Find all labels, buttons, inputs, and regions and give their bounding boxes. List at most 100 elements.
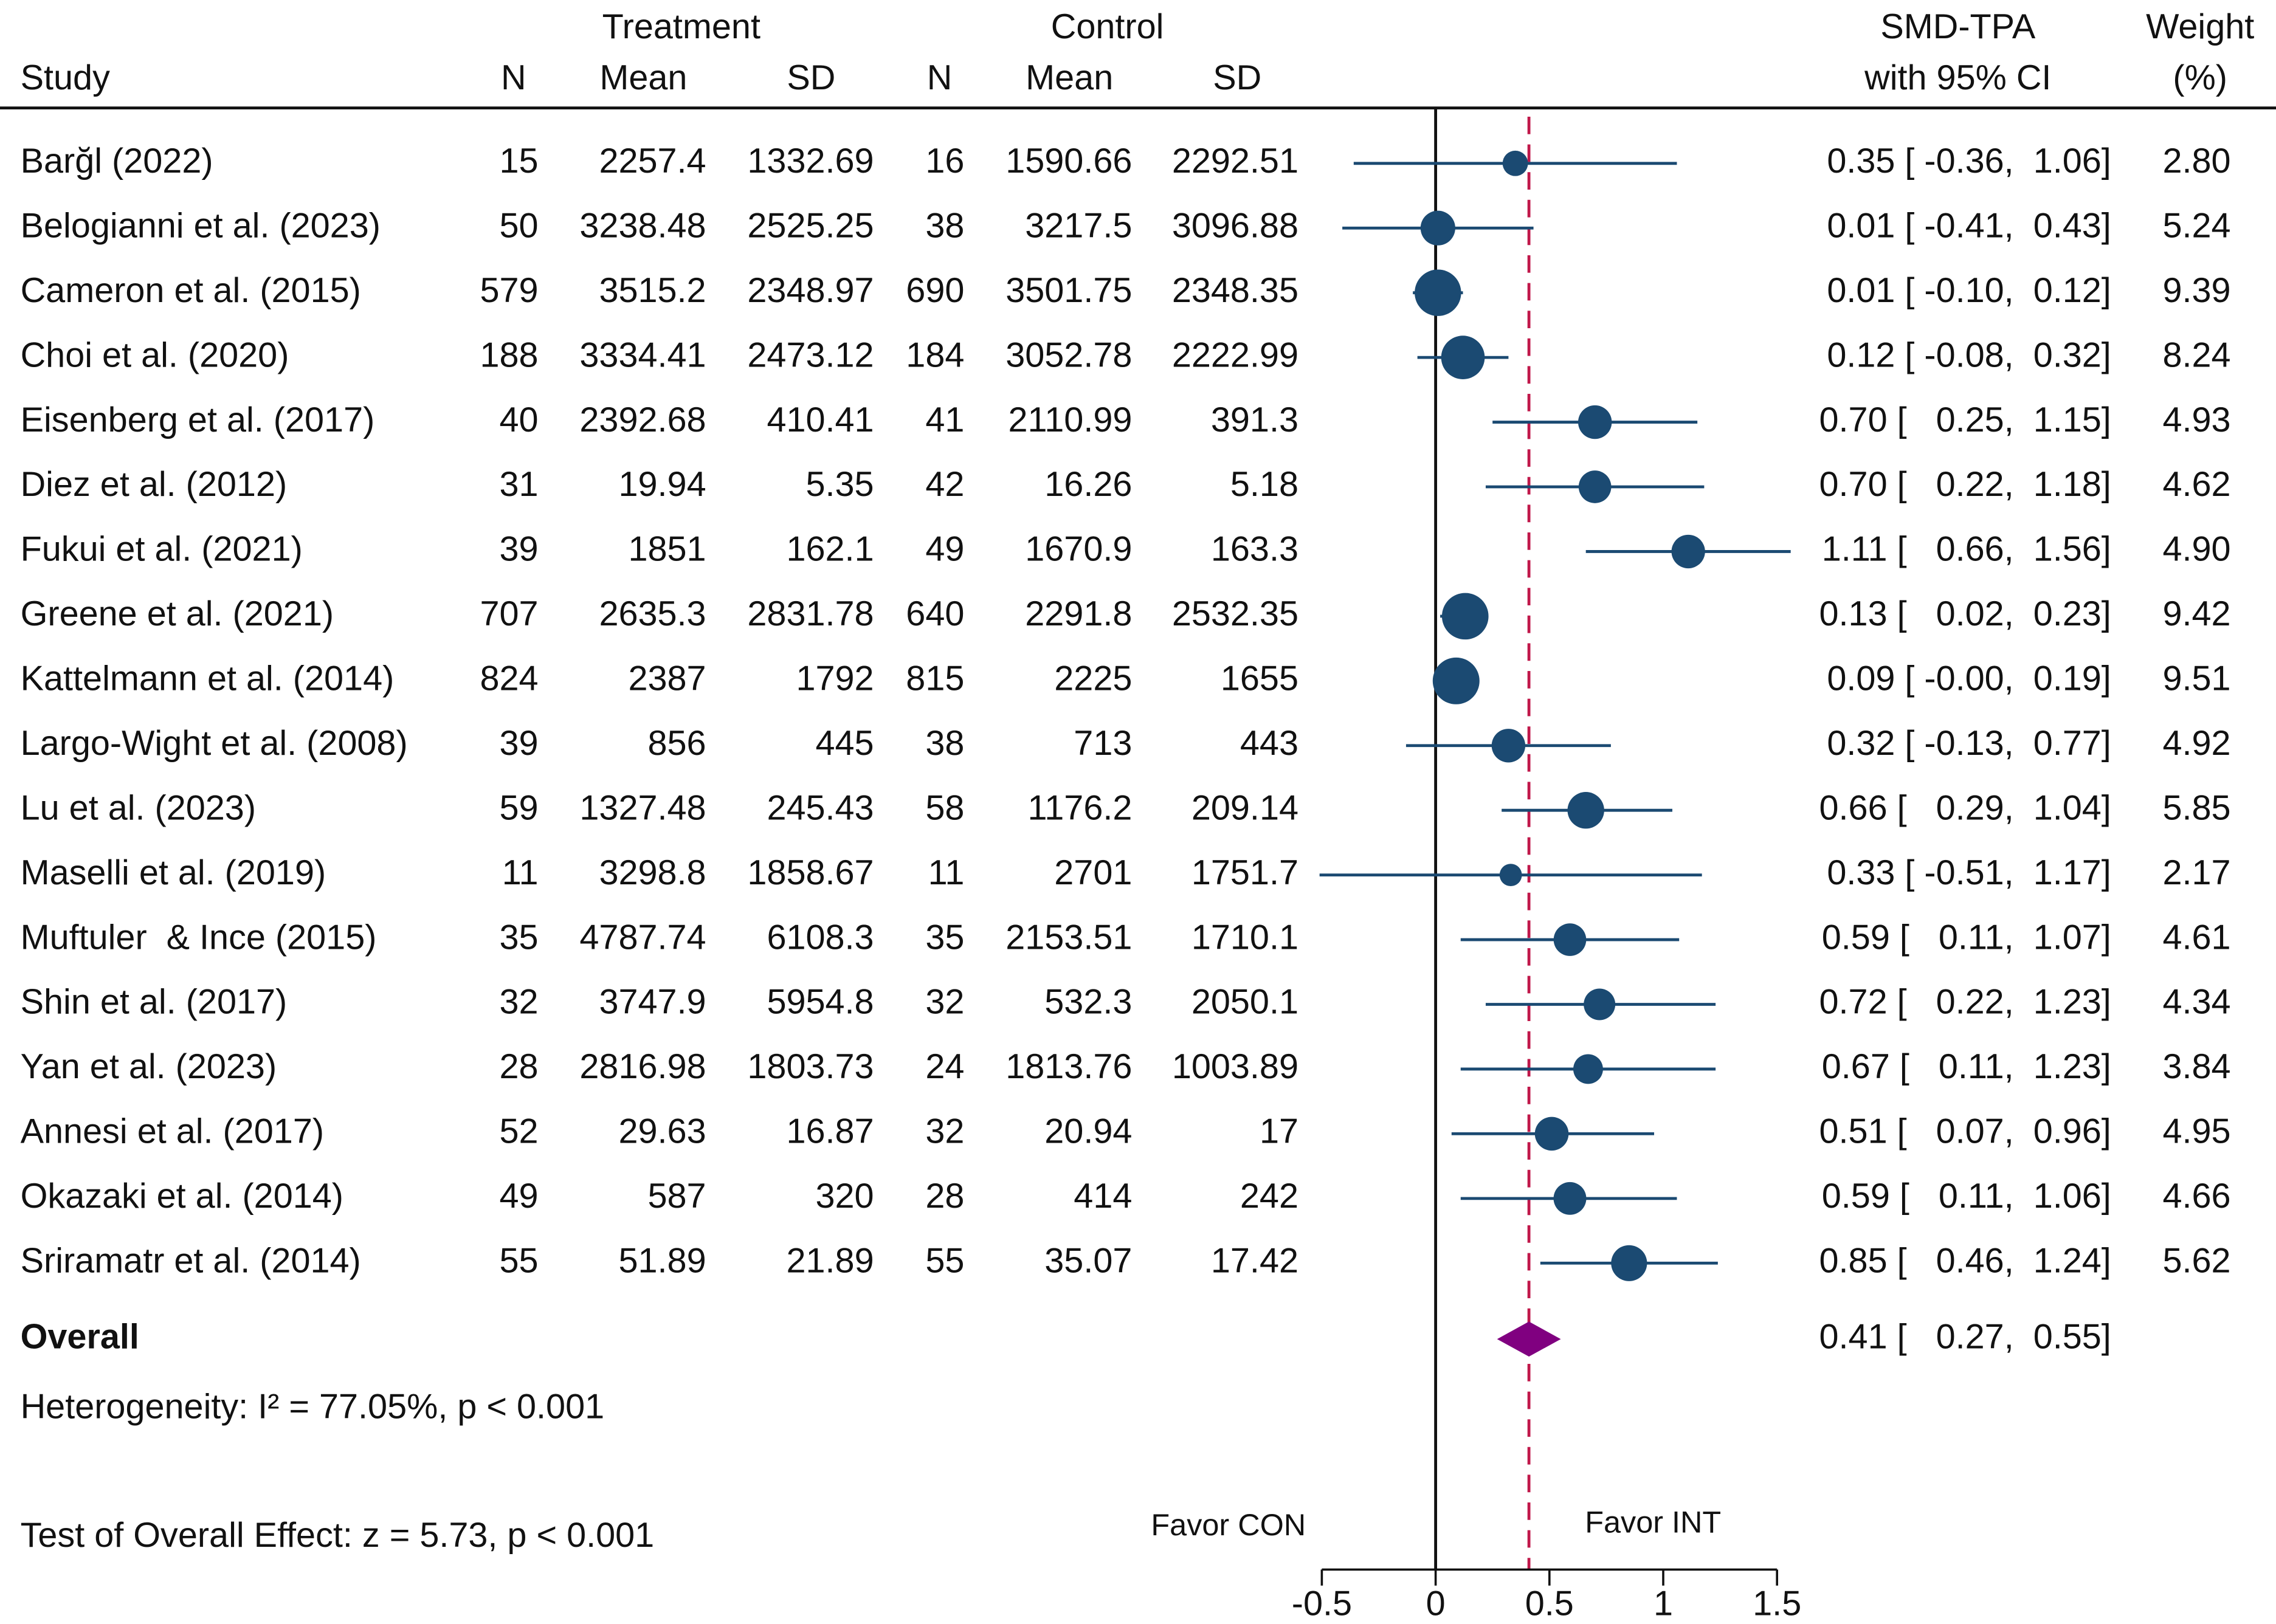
table-cell: 3334.41 — [579, 335, 706, 374]
table-cell: 707 — [480, 594, 539, 633]
table-cell: 40 — [500, 401, 539, 439]
effect-header: with 95% CI — [1864, 58, 2051, 97]
table-cell: 2831.78 — [747, 594, 874, 633]
ci-text: 0.70 [ 0.25, 1.15] — [1819, 401, 2111, 439]
overall-diamond — [1497, 1321, 1561, 1357]
study-name: Cameron et al. (2015) — [21, 271, 361, 310]
study-name: Annesi et al. (2017) — [21, 1112, 324, 1151]
x-tick-label: 0.5 — [1525, 1584, 1574, 1623]
study-name: Muftuler & Ince (2015) — [21, 918, 377, 957]
table-cell: 17.42 — [1211, 1241, 1298, 1280]
table-cell: 162.1 — [786, 530, 874, 569]
table-cell: 16.87 — [786, 1112, 874, 1151]
table-cell: 20.94 — [1044, 1112, 1132, 1151]
table-cell: 2292.51 — [1172, 142, 1298, 181]
ci-text: 0.51 [ 0.07, 0.96] — [1819, 1112, 2111, 1151]
ci-text: 0.72 [ 0.22, 1.23] — [1819, 983, 2111, 1022]
table-cell: 184 — [906, 335, 964, 374]
x-tick-label: 0 — [1426, 1584, 1446, 1623]
table-cell: 3238.48 — [579, 206, 706, 245]
study-name: Okazaki et al. (2014) — [21, 1177, 343, 1216]
weight-label: 8.24 — [2162, 335, 2230, 374]
x-tick-label: 1 — [1654, 1584, 1673, 1623]
weight-label: 2.80 — [2162, 142, 2230, 181]
weight-label: 9.39 — [2162, 271, 2230, 310]
study-name: Eisenberg et al. (2017) — [21, 401, 375, 439]
study-name: Fukui et al. (2021) — [21, 530, 303, 569]
effect-point — [1584, 988, 1616, 1020]
table-cell: 59 — [500, 788, 539, 827]
table-cell: 52 — [500, 1112, 539, 1151]
study-name: Greene et al. (2021) — [21, 594, 334, 633]
study-name: Sriramatr et al. (2014) — [21, 1241, 361, 1280]
weight-label: 4.90 — [2162, 530, 2230, 569]
table-cell: 824 — [480, 659, 539, 698]
table-cell: 1176.2 — [1028, 788, 1133, 827]
table-cell: 1327.48 — [579, 788, 706, 827]
weight-label: 4.62 — [2162, 465, 2230, 504]
table-cell: 3501.75 — [1005, 271, 1132, 310]
effect-point — [1420, 210, 1455, 246]
weight-label: 4.93 — [2162, 401, 2230, 439]
table-cell: 579 — [480, 271, 539, 310]
table-cell: 2816.98 — [579, 1047, 706, 1086]
table-cell: 35 — [500, 918, 539, 957]
weight-label: 4.92 — [2162, 724, 2230, 763]
study-name: Maselli et al. (2019) — [21, 853, 326, 892]
table-cell: 35 — [925, 918, 964, 957]
effect-header: SMD-TPA — [1880, 7, 2035, 46]
weight-label: 5.62 — [2162, 1241, 2230, 1280]
table-cell: 24 — [925, 1047, 964, 1086]
table-cell: 1751.7 — [1191, 853, 1298, 892]
table-cell: 640 — [906, 594, 964, 633]
table-cell: 3096.88 — [1172, 206, 1298, 245]
table-cell: 5.18 — [1230, 465, 1298, 504]
table-cell: 32 — [500, 983, 539, 1022]
table-cell: 1003.89 — [1172, 1047, 1298, 1086]
ci-text: 0.85 [ 0.46, 1.24] — [1819, 1241, 2111, 1280]
overall-label: Overall — [21, 1317, 139, 1356]
table-cell: 29.63 — [618, 1112, 706, 1151]
table-cell: 3052.78 — [1005, 335, 1132, 374]
table-cell: 1858.67 — [747, 853, 874, 892]
table-cell: 49 — [925, 530, 964, 569]
effect-point — [1491, 729, 1526, 763]
table-cell: 2387 — [628, 659, 706, 698]
table-cell: 41 — [925, 401, 964, 439]
table-cell: 713 — [1074, 724, 1132, 763]
table-cell: 410.41 — [767, 401, 874, 439]
table-cell: 690 — [906, 271, 964, 310]
table-cell: 2222.99 — [1172, 335, 1298, 374]
table-cell: 19.94 — [618, 465, 706, 504]
heterogeneity: Heterogeneity: I² = 77.05%, p < 0.001 — [21, 1388, 605, 1426]
table-cell: 209.14 — [1191, 788, 1298, 827]
table-cell: 3298.8 — [599, 853, 706, 892]
ci-text: 0.67 [ 0.11, 1.23] — [1822, 1047, 2111, 1086]
table-cell: 2291.8 — [1025, 594, 1132, 633]
ci-text: 0.09 [ -0.00, 0.19] — [1827, 659, 2111, 698]
table-cell: 31 — [500, 465, 539, 504]
table-cell: 1851 — [628, 530, 706, 569]
column-header: Study — [21, 58, 110, 97]
ci-text: 0.13 [ 0.02, 0.23] — [1819, 594, 2111, 633]
effect-point — [1553, 1182, 1587, 1215]
column-header: SD — [787, 58, 835, 97]
ci-text: 0.59 [ 0.11, 1.06] — [1822, 1177, 2111, 1216]
ci-text: 0.01 [ -0.41, 0.43] — [1827, 206, 2111, 245]
table-cell: 2525.25 — [747, 206, 874, 245]
weight-label: 9.42 — [2162, 594, 2230, 633]
table-cell: 414 — [1074, 1177, 1132, 1216]
table-cell: 443 — [1240, 724, 1298, 763]
ci-text: 0.01 [ -0.10, 0.12] — [1827, 271, 2111, 310]
table-cell: 2050.1 — [1191, 983, 1298, 1022]
table-cell: 815 — [906, 659, 964, 698]
table-cell: 2635.3 — [599, 594, 706, 633]
table-cell: 42 — [925, 465, 964, 504]
study-name: Choi et al. (2020) — [21, 335, 289, 374]
overall-test: Test of Overall Effect: z = 5.73, p < 0.… — [21, 1516, 655, 1555]
x-tick-label: -0.5 — [1292, 1584, 1352, 1623]
table-cell: 188 — [480, 335, 539, 374]
ci-text: 0.35 [ -0.36, 1.06] — [1827, 142, 2111, 181]
table-cell: 2348.97 — [747, 271, 874, 310]
